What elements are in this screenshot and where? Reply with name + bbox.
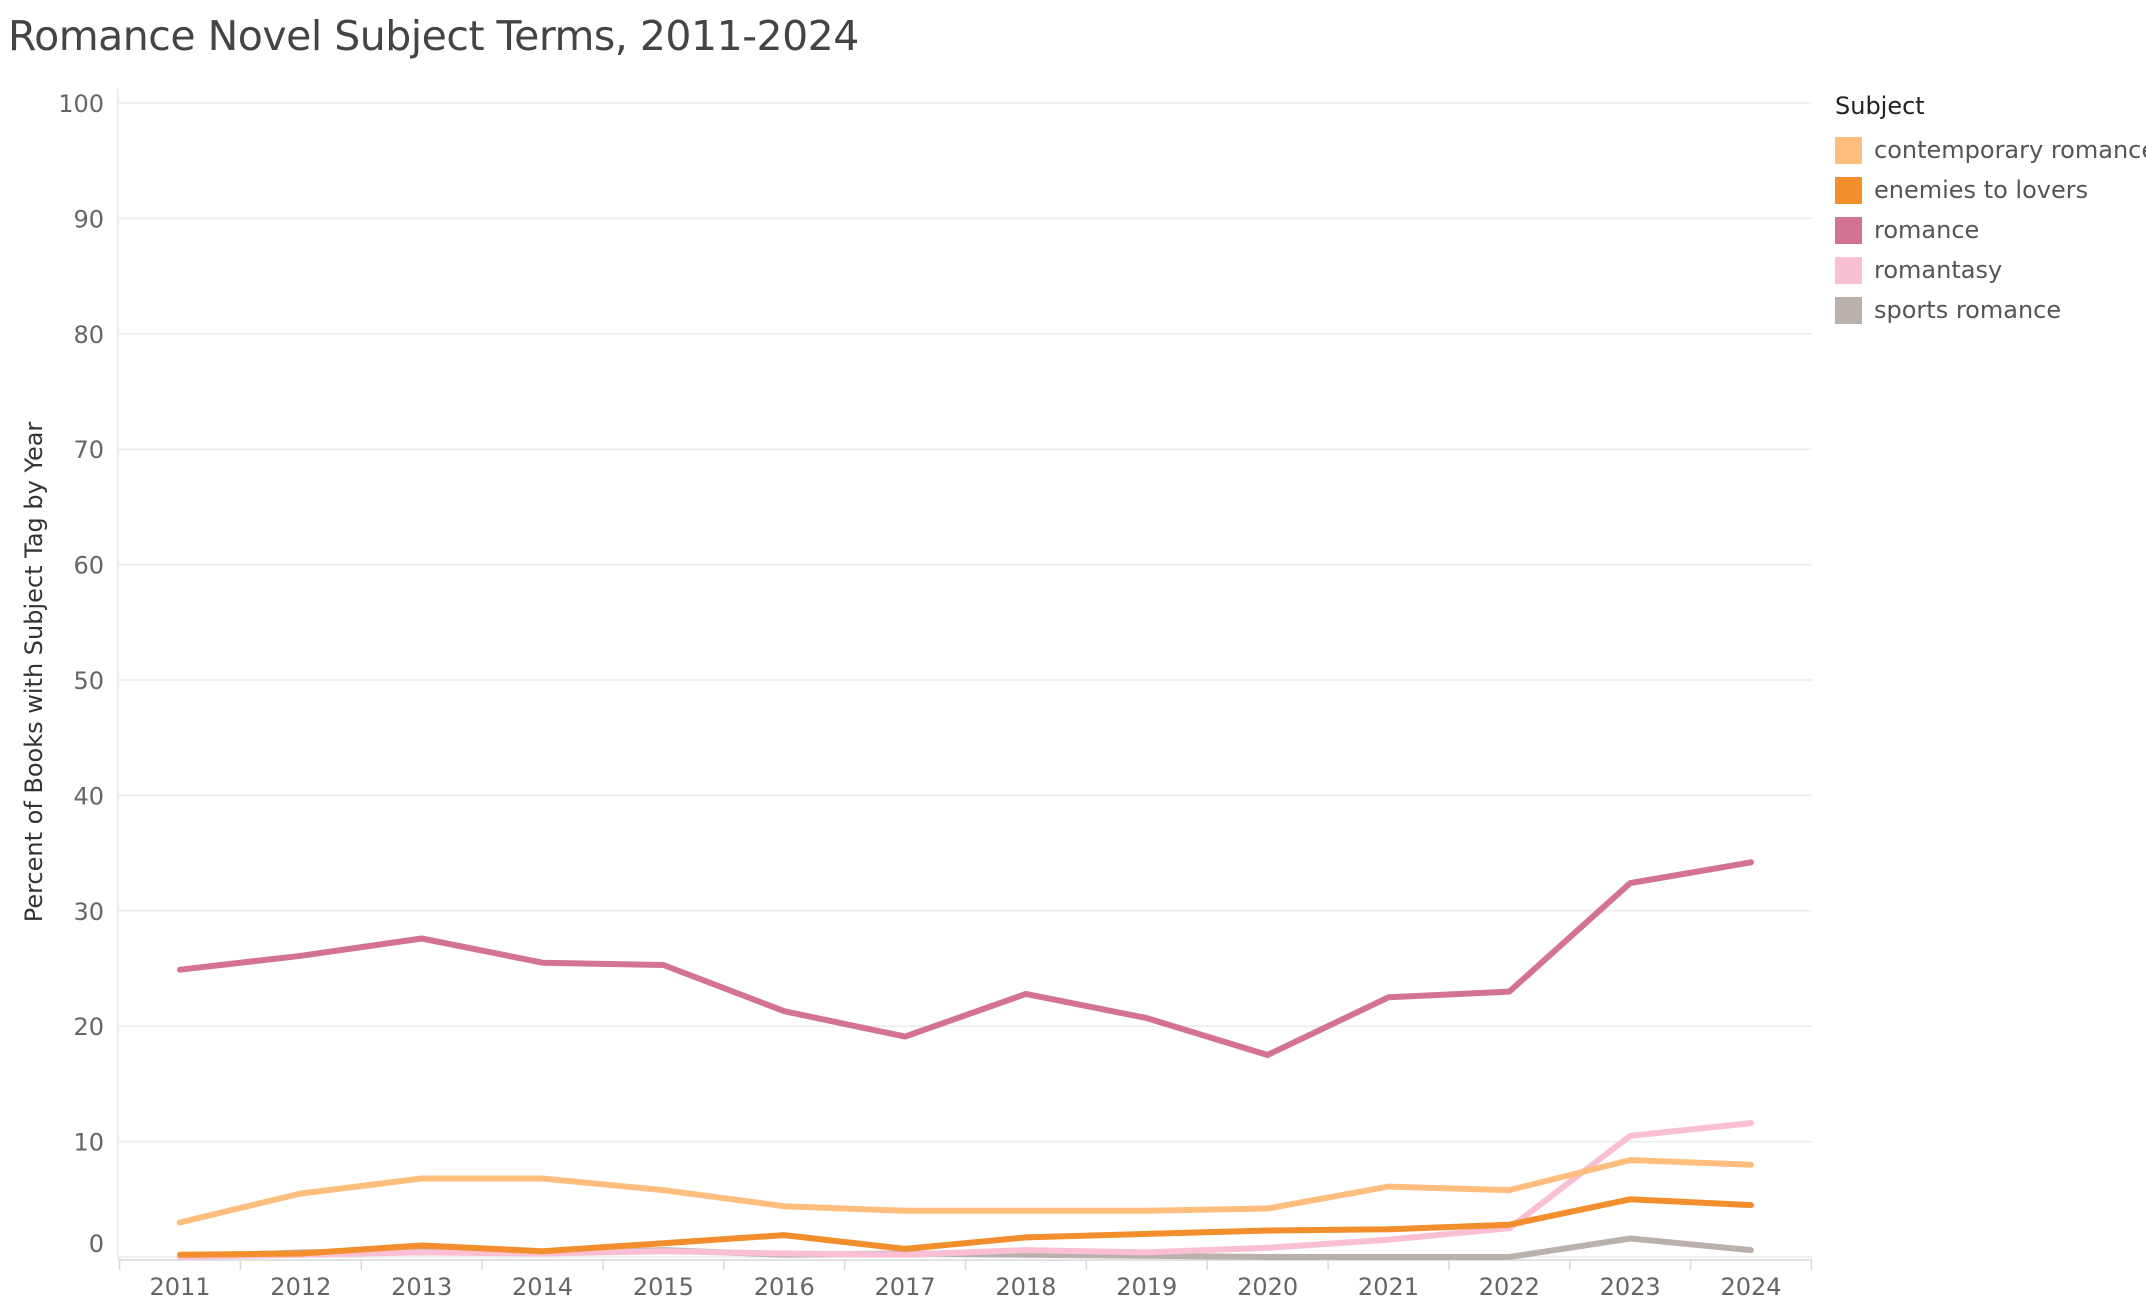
y-tick-label: 40 bbox=[73, 782, 104, 810]
gridlines bbox=[117, 88, 1812, 1261]
x-tick-label: 2023 bbox=[1600, 1273, 1661, 1301]
x-tick-label: 2019 bbox=[1116, 1273, 1177, 1301]
x-tick-label: 2011 bbox=[149, 1273, 210, 1301]
series-lines bbox=[177, 859, 1754, 1260]
x-tick-label: 2021 bbox=[1358, 1273, 1419, 1301]
legend-item[interactable]: enemies to lovers bbox=[1835, 170, 2146, 210]
y-tick-label: 20 bbox=[73, 1013, 104, 1041]
x-tick-label: 2020 bbox=[1237, 1273, 1298, 1301]
series-line-enemies-to-lovers bbox=[177, 1196, 1754, 1258]
x-tick-label: 2015 bbox=[633, 1273, 694, 1301]
legend-label: sports romance bbox=[1874, 296, 2062, 324]
series-line-contemporary-romance bbox=[177, 1157, 1754, 1226]
y-tick-label: 70 bbox=[73, 436, 104, 464]
legend-label: contemporary romance bbox=[1874, 136, 2146, 164]
legend-swatch bbox=[1835, 296, 1862, 324]
x-tick-label: 2018 bbox=[995, 1273, 1056, 1301]
x-tick-label: 2017 bbox=[875, 1273, 936, 1301]
x-tick-label: 2022 bbox=[1479, 1273, 1540, 1301]
y-tick-label: 100 bbox=[58, 90, 104, 118]
y-tick-label: 50 bbox=[73, 667, 104, 695]
legend-item[interactable]: romance bbox=[1835, 210, 2146, 250]
x-tick-label: 2016 bbox=[754, 1273, 815, 1301]
series-line-romance bbox=[177, 859, 1754, 1058]
y-tick-label: 80 bbox=[73, 321, 104, 349]
y-tick-label: 30 bbox=[73, 898, 104, 926]
x-tick-label: 2013 bbox=[391, 1273, 452, 1301]
legend-swatch bbox=[1835, 216, 1862, 244]
x-tick-label: 2012 bbox=[270, 1273, 331, 1301]
series-line-romantasy bbox=[177, 1120, 1754, 1260]
legend-item[interactable]: contemporary romance bbox=[1835, 130, 2146, 170]
x-tick-label: 2014 bbox=[512, 1273, 573, 1301]
chart-title: Romance Novel Subject Terms, 2011-2024 bbox=[8, 12, 859, 60]
legend-item[interactable]: romantasy bbox=[1835, 250, 2146, 290]
legend-label: romance bbox=[1874, 216, 1980, 244]
y-tick-label: 10 bbox=[73, 1129, 104, 1157]
legend-swatch bbox=[1835, 256, 1862, 284]
y-tick-label: 60 bbox=[73, 552, 104, 580]
legend-swatch bbox=[1835, 176, 1862, 204]
y-axis-ticks: 0 10 20 30 40 50 60 70 80 90 100 bbox=[58, 90, 104, 1258]
legend-swatch bbox=[1835, 136, 1862, 164]
legend-label: enemies to lovers bbox=[1874, 176, 2089, 204]
x-tick-label: 2024 bbox=[1720, 1273, 1781, 1301]
x-axis-ticks: 2011 2012 2013 2014 2015 2016 2017 2018 2019 2020… bbox=[118, 1260, 1813, 1301]
legend: Subject contemporary romance enemies to l… bbox=[1835, 92, 2146, 330]
y-axis-label: Percent of Books with Subject Tag by Yea… bbox=[20, 422, 48, 923]
legend-label: romantasy bbox=[1874, 256, 2003, 284]
y-tick-label: 0 bbox=[89, 1230, 104, 1258]
y-tick-label: 90 bbox=[73, 205, 104, 233]
legend-title: Subject bbox=[1835, 92, 1925, 120]
legend-item[interactable]: sports romance bbox=[1835, 290, 2146, 330]
legend-items: contemporary romance enemies to lovers rom… bbox=[1835, 130, 2146, 330]
